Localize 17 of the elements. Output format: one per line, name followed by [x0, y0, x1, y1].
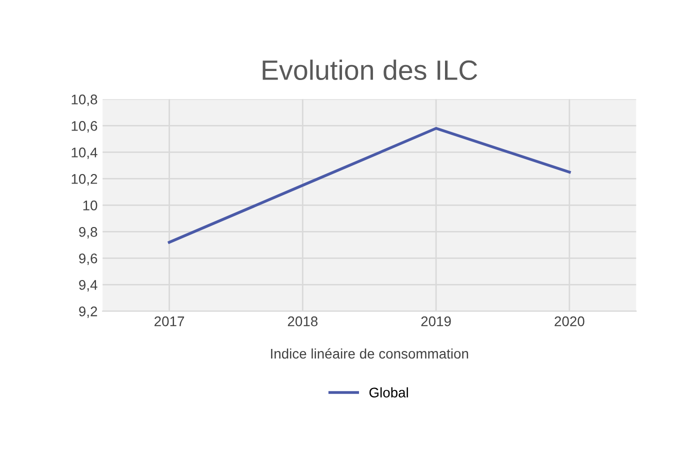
y-tick-label: 9,8 [79, 227, 98, 239]
chart-title: Evolution des ILC [262, 60, 478, 80]
x-tick-label: 2020 [554, 316, 584, 326]
x-tick-label: 2018 [288, 316, 318, 326]
y-tick-label: 10,4 [72, 148, 98, 160]
x-tick-label: 2019 [421, 316, 451, 326]
x-tick-label: 2017 [154, 316, 184, 326]
line-series [168, 126, 571, 244]
y-tick-label: 10,6 [72, 121, 98, 133]
y-tick-label: 9,6 [79, 254, 98, 266]
y-tick-label: 9,2 [79, 306, 98, 318]
y-tick-label: 10,8 [72, 94, 98, 106]
legend-label: Global [369, 387, 408, 398]
y-tick-label: 10 [83, 200, 98, 210]
y-tick-label: 9,4 [79, 280, 98, 292]
x-axis-title: Indice linéaire de consommation [271, 348, 468, 359]
y-tick-label: 10,2 [72, 174, 98, 186]
